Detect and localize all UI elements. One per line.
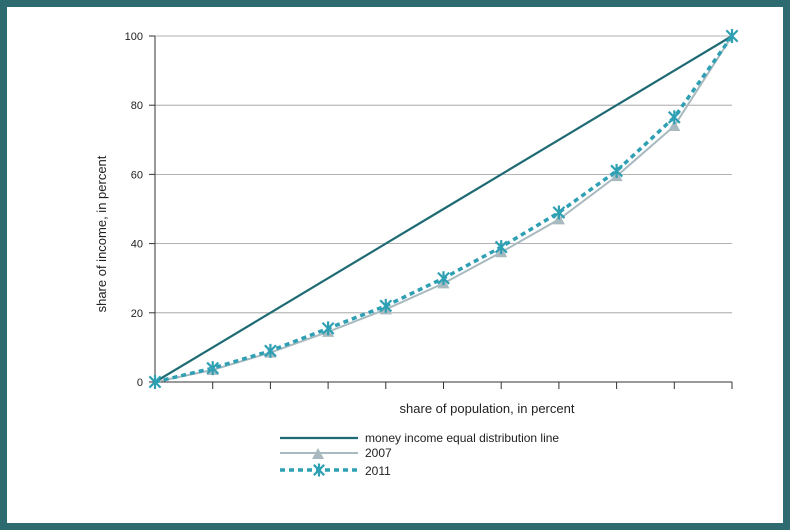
legend-label-equality: money income equal distribution line bbox=[365, 431, 559, 445]
marker-2011 bbox=[264, 343, 277, 358]
legend: money income equal distribution line 200… bbox=[280, 431, 559, 478]
legend-label-2011: 2011 bbox=[365, 464, 391, 478]
marker-2011 bbox=[206, 361, 220, 376]
grid-lines bbox=[155, 35, 732, 314]
y-axis-title: share of income, in percent bbox=[94, 155, 109, 312]
series-lines bbox=[154, 34, 734, 384]
marker-2011 bbox=[321, 321, 335, 336]
legend-star bbox=[313, 463, 325, 477]
legend-marker-2011 bbox=[313, 463, 325, 477]
x-axis-title: share of population, in percent bbox=[400, 401, 575, 416]
series-line-equality bbox=[154, 35, 733, 383]
marker-2011 bbox=[610, 163, 623, 178]
lorenz-chart: 0 20 40 60 80 100 share of income, in percent… bbox=[94, 29, 739, 478]
y-tick-label: 100 bbox=[125, 31, 143, 43]
y-tick-label: 80 bbox=[131, 100, 143, 112]
legend-marker-2007 bbox=[312, 448, 324, 459]
marker-2011 bbox=[725, 29, 739, 43]
marker-2011 bbox=[667, 110, 681, 125]
marker-2007 bbox=[668, 119, 681, 131]
y-tick-label: 40 bbox=[131, 239, 143, 251]
marker-2011 bbox=[494, 240, 508, 255]
y-tick-label: 0 bbox=[137, 377, 143, 389]
y-tick-label: 20 bbox=[131, 308, 143, 320]
marker-2011 bbox=[552, 205, 566, 220]
axes: 0 20 40 60 80 100 bbox=[125, 31, 733, 389]
y-tick-label: 60 bbox=[131, 169, 143, 181]
series-markers bbox=[148, 29, 739, 389]
marker-2011 bbox=[379, 298, 393, 313]
marker-2011 bbox=[148, 375, 162, 389]
legend-label-2007: 2007 bbox=[365, 446, 392, 460]
marker-2011 bbox=[437, 271, 450, 286]
